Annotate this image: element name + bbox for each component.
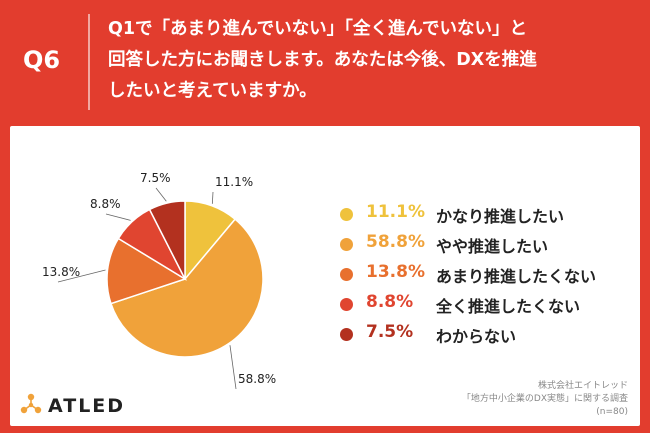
legend-label: あまり推進したくない bbox=[436, 267, 597, 286]
legend-label: かなり推進したい bbox=[436, 207, 565, 226]
slice-value-label: 13.8% bbox=[42, 265, 80, 279]
header-divider bbox=[88, 14, 90, 110]
question-line-1: Q1で「あまり進んでいない」「全く進んでいない」と bbox=[108, 19, 528, 39]
pie-slice bbox=[148, 200, 186, 280]
slice-value-label: 11.1% bbox=[215, 175, 253, 189]
legend-swatch bbox=[340, 208, 353, 221]
legend-label: やや推進したい bbox=[436, 237, 549, 256]
pie-slice bbox=[110, 218, 264, 358]
slice-leader-line bbox=[155, 187, 167, 202]
source-survey: 「地方中小企業のDX実態」に関する調査 bbox=[461, 394, 628, 404]
content-card: 11.1% 58.8% 13.8% 8.8% 7.5% 11.1% かなり推進したい 5… bbox=[10, 126, 640, 426]
question-number: Q6 bbox=[23, 46, 61, 74]
question-text: Q1で「あまり進んでいない」「全く進んでいない」と 回答した方にお聞きします。あ… bbox=[108, 14, 628, 107]
atled-logo-icon bbox=[20, 393, 42, 414]
legend-label: 全く推進したくない bbox=[436, 297, 581, 316]
legend-value: 11.1% bbox=[366, 202, 425, 222]
legend-swatch bbox=[340, 328, 353, 341]
question-line-2: 回答した方にお聞きします。あなたは今後、DXを推進 bbox=[108, 50, 537, 70]
legend-swatch bbox=[340, 268, 353, 281]
question-line-3: したいと考えていますか。 bbox=[108, 81, 317, 101]
legend-item: 58.8% やや推進したい bbox=[340, 232, 640, 262]
legend-item: 13.8% あまり推進したくない bbox=[340, 262, 640, 292]
legend-item: 7.5% わからない bbox=[340, 322, 640, 352]
legend-value: 58.8% bbox=[366, 232, 425, 252]
source-company: 株式会社エイトレッド bbox=[537, 381, 628, 391]
legend-value: 8.8% bbox=[366, 292, 414, 312]
legend-value: 13.8% bbox=[366, 262, 425, 282]
slice-leader-line bbox=[229, 345, 237, 390]
legend-item: 8.8% 全く推進したくない bbox=[340, 292, 640, 322]
pie-chart: 11.1% 58.8% 13.8% 8.8% 7.5% bbox=[42, 171, 276, 390]
slice-value-label: 7.5% bbox=[140, 171, 171, 185]
slice-leader-line bbox=[57, 269, 106, 283]
slice-value-label: 8.8% bbox=[90, 197, 121, 211]
slice-leader-line bbox=[105, 213, 131, 221]
pie-slice bbox=[106, 237, 187, 305]
slice-leader-line bbox=[211, 191, 214, 204]
legend-item: 11.1% かなり推進したい bbox=[340, 202, 640, 232]
chart-legend: 11.1% かなり推進したい 58.8% やや推進したい 13.8% あまり推進… bbox=[340, 202, 640, 352]
slice-value-label: 58.8% bbox=[238, 372, 276, 386]
source-note: 株式会社エイトレッド 「地方中小企業のDX実態」に関する調査 (n=80) bbox=[462, 380, 628, 419]
legend-swatch bbox=[340, 238, 353, 251]
question-header: Q6 Q1で「あまり進んでいない」「全く進んでいない」と 回答した方にお聞きしま… bbox=[0, 0, 650, 122]
atled-logo-text: ATLED bbox=[48, 395, 126, 417]
source-sample: (n=80) bbox=[596, 407, 628, 417]
legend-value: 7.5% bbox=[366, 322, 414, 342]
legend-swatch bbox=[340, 298, 353, 311]
legend-label: わからない bbox=[436, 327, 517, 346]
